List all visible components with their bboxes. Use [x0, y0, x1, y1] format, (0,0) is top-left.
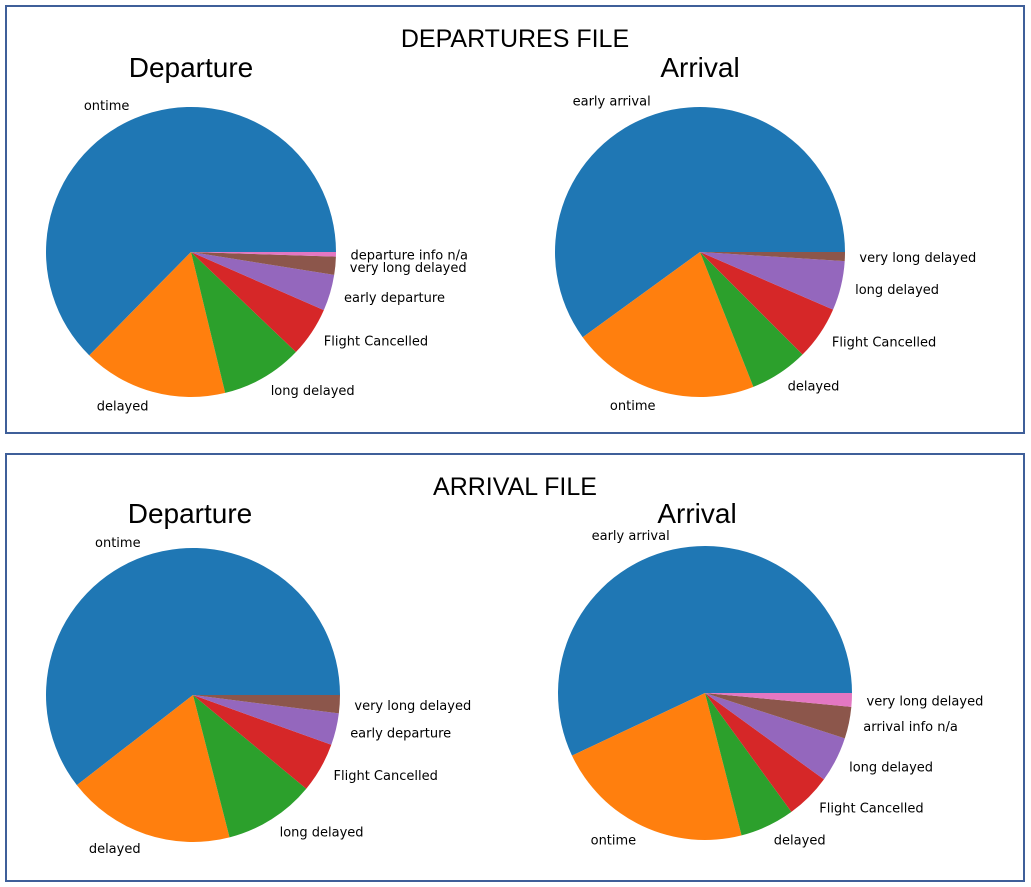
slice-label: ontime	[84, 99, 130, 114]
slice-label: Flight Cancelled	[324, 334, 428, 349]
slice-label: arrival info n/a	[863, 720, 958, 735]
panel-title: DEPARTURES FILE	[400, 25, 630, 53]
slice-label: very long delayed	[867, 695, 984, 710]
pie-slice-very-long-delayed	[191, 252, 336, 275]
pie-slice-ontime	[571, 693, 742, 840]
pie-slice-delayed	[76, 695, 230, 842]
slice-label: ontime	[95, 536, 141, 551]
pie-slice-early-departure	[191, 252, 335, 311]
slice-label: delayed	[89, 842, 141, 857]
pie-slice-departure-info-n-a	[191, 252, 337, 257]
slice-label: early arrival	[573, 94, 651, 109]
pie-slice-long-delayed	[705, 693, 845, 780]
pie-slice-very-long-delayed	[193, 695, 340, 714]
chart-title: Departure	[129, 52, 254, 83]
chart-title: Departure	[128, 498, 253, 529]
slice-label: long delayed	[849, 760, 933, 775]
slice-label: ontime	[610, 399, 656, 414]
slice-label: very long delayed	[350, 261, 467, 276]
slice-label: early arrival	[592, 529, 670, 544]
slice-label: Flight Cancelled	[819, 801, 923, 816]
pie-slice-long-delayed	[191, 252, 296, 393]
pie-slice-early-arrival	[558, 546, 852, 756]
slice-label: early departure	[350, 727, 451, 742]
pie-slice-very-long-delayed	[705, 693, 852, 707]
slice-label: ontime	[591, 833, 637, 848]
slice-label: long delayed	[280, 826, 364, 841]
slice-label: long delayed	[855, 283, 939, 298]
pie-slice-delayed	[89, 252, 226, 397]
chart-title: Arrival	[657, 498, 736, 529]
departures-file-panel: DEPARTURES FILE Departure ontime delayed lo…	[5, 5, 1025, 434]
slice-label: delayed	[97, 400, 149, 415]
pie-slice-ontime	[45, 547, 340, 786]
pie-slice-delayed	[700, 252, 803, 387]
panel-title: ARRIVAL FILE	[433, 473, 597, 501]
pie-slice-flight-cancelled	[193, 695, 332, 789]
pie-slice-flight-cancelled	[700, 252, 834, 355]
arrival-file-panel: ARRIVAL FILE Departure ontime delayed long …	[5, 453, 1025, 882]
slice-label: Flight Cancelled	[832, 336, 936, 351]
departure-pie-chart: Departure ontime delayed long delayed Flight…	[45, 52, 468, 415]
slice-label: long delayed	[271, 384, 355, 399]
pie-slice-ontime	[582, 252, 754, 398]
slice-label: Flight Cancelled	[334, 769, 438, 784]
slice-label: delayed	[774, 833, 826, 848]
pie-slice-very-long-delayed	[700, 252, 845, 262]
slice-label: departure info n/a	[351, 249, 468, 264]
departure-pie-chart: Departure ontime delayed long delayed Flight…	[45, 498, 471, 857]
pie-slice-ontime	[45, 106, 336, 356]
pie-slice-delayed	[705, 693, 792, 836]
pie-slice-flight-cancelled	[705, 693, 824, 812]
chart-title: Arrival	[660, 52, 739, 83]
pie-slice-arrival-info-n-a	[705, 693, 852, 739]
pie-slice-flight-cancelled	[191, 252, 324, 353]
pie-slice-early-departure	[193, 695, 339, 745]
slice-label: very long delayed	[354, 699, 471, 714]
arrival-pie-chart: Arrival early arrival ontime delayed Flight …	[555, 52, 976, 414]
pie-slice-long-delayed	[193, 695, 307, 838]
slice-label: early departure	[344, 291, 445, 306]
pie-slice-early-arrival	[555, 107, 845, 338]
slice-label: very long delayed	[859, 251, 976, 266]
slice-label: delayed	[788, 379, 840, 394]
pie-slice-long-delayed	[700, 252, 845, 310]
